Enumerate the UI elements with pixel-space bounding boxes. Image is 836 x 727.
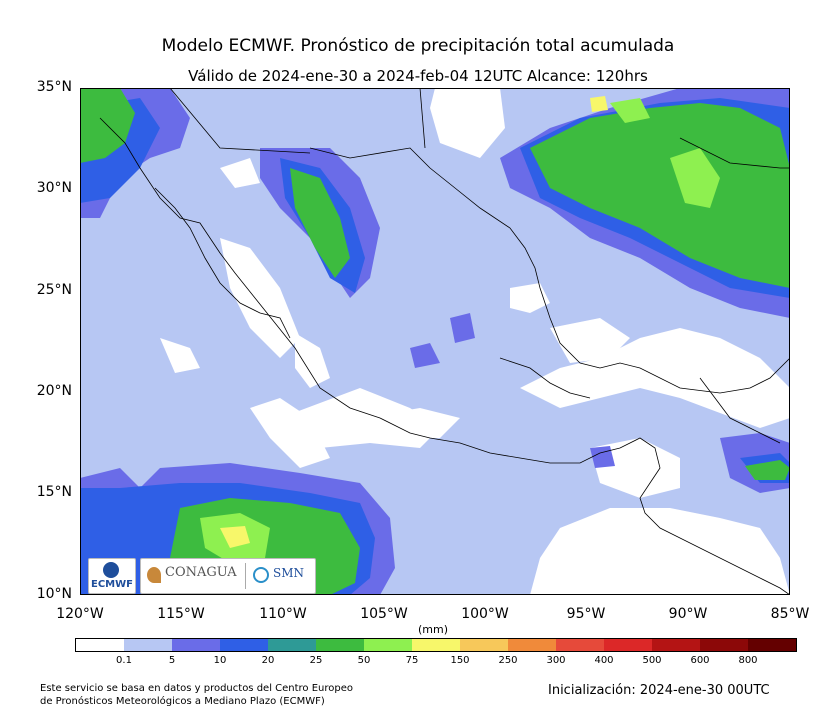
lon-label-85: 85°W <box>770 606 810 622</box>
footnote-line-1: Este servicio se basa en datos y product… <box>40 683 354 694</box>
colorbar-swatch <box>652 639 700 651</box>
colorbar <box>75 638 797 652</box>
colorbar-tick-label: 75 <box>405 655 419 666</box>
colorbar-tick-label: 800 <box>738 655 758 666</box>
colorbar-tick-label: 10 <box>213 655 227 666</box>
colorbar-swatch <box>604 639 652 651</box>
precip-75-150-areas <box>220 96 608 548</box>
colorbar-swatch <box>508 639 556 651</box>
colorbar-swatch <box>460 639 508 651</box>
lon-label-100: 100°W <box>461 606 509 622</box>
lon-label-95: 95°W <box>566 606 606 622</box>
colorbar-tick-label: 5 <box>168 655 176 666</box>
colorbar-swatch <box>268 639 316 651</box>
lat-label-25: 25°N <box>36 282 72 298</box>
colorbar-tick-label: 250 <box>498 655 518 666</box>
logo-divider <box>245 563 246 589</box>
colorbar-swatch <box>556 639 604 651</box>
lon-label-110: 110°W <box>259 606 307 622</box>
footnote-line-2: de Pronósticos Meteorológicos a Mediano … <box>40 696 325 707</box>
lon-label-105: 105°W <box>360 606 408 622</box>
smn-emblem-icon <box>253 567 269 583</box>
initialization-time: Inicialización: 2024-ene-30 00UTC <box>548 683 770 698</box>
lat-label-20: 20°N <box>36 383 72 399</box>
ecmwf-logo-text: ECMWF <box>91 579 133 590</box>
colorbar-unit: (mm) <box>418 623 449 636</box>
colorbar-tick-label: 600 <box>690 655 710 666</box>
colorbar-tick-label: 400 <box>594 655 614 666</box>
colorbar-swatch <box>364 639 412 651</box>
lon-label-90: 90°W <box>668 606 708 622</box>
colorbar-tick-label: 0.1 <box>116 655 132 666</box>
lat-label-35: 35°N <box>36 79 72 95</box>
colorbar-swatch <box>748 639 796 651</box>
map-borders <box>99 88 790 595</box>
colorbar-tick-label: 25 <box>309 655 323 666</box>
lon-label-115: 115°W <box>157 606 205 622</box>
smn-logo-text: SMN <box>273 566 305 580</box>
precipitation-map <box>80 88 790 595</box>
lat-label-30: 30°N <box>36 180 72 196</box>
colorbar-tick-label: 20 <box>261 655 275 666</box>
lon-label-120: 120°W <box>56 606 104 622</box>
chart-subtitle: Válido de 2024-ene-30 a 2024-feb-04 12UT… <box>188 67 648 85</box>
ecmwf-logo: ECMWF <box>88 558 136 594</box>
conagua-smn-logo: CONAGUA SMN <box>140 558 316 594</box>
conagua-logo-text: CONAGUA <box>165 565 237 580</box>
colorbar-tick-label: 150 <box>450 655 470 666</box>
colorbar-swatch <box>172 639 220 651</box>
lat-label-15: 15°N <box>36 484 72 500</box>
colorbar-tick-label: 300 <box>546 655 566 666</box>
lat-label-10: 10°N <box>36 586 72 602</box>
colorbar-swatch <box>412 639 460 651</box>
colorbar-swatch <box>316 639 364 651</box>
precip-none-areas <box>160 88 790 595</box>
colorbar-swatch <box>124 639 172 651</box>
colorbar-swatch <box>76 639 124 651</box>
ecmwf-emblem-icon <box>103 562 119 578</box>
colorbar-swatch <box>220 639 268 651</box>
colorbar-swatch <box>700 639 748 651</box>
conagua-drop-icon <box>147 567 161 583</box>
footnote: Este servicio se basa en datos y product… <box>40 682 353 708</box>
colorbar-tick-label: 500 <box>642 655 662 666</box>
colorbar-tick-label: 50 <box>357 655 371 666</box>
chart-title: Modelo ECMWF. Pronóstico de precipitació… <box>161 36 675 56</box>
